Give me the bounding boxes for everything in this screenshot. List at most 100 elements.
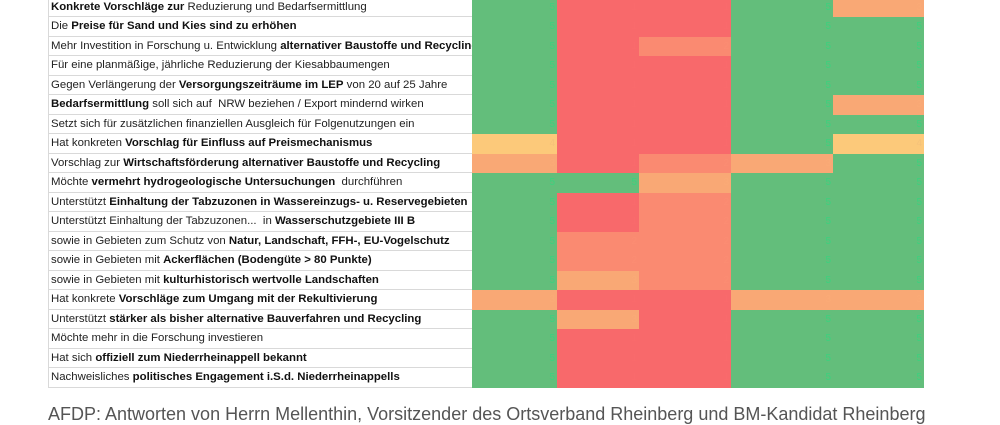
score-cell: 5 xyxy=(731,348,833,368)
table-row: sowie in Gebieten mit Ackerflächen (Bode… xyxy=(48,251,926,271)
criterion-text: Möchte mehr in die Forschung investieren xyxy=(51,332,264,344)
score-cell: 5 xyxy=(833,114,924,134)
score-cell: 5 xyxy=(472,270,557,290)
score-cell: 5 xyxy=(472,0,557,17)
criterion-text: Hat konkreten xyxy=(51,137,126,149)
criterion-label: Für eine planmäßige, jährliche Reduzieru… xyxy=(48,56,472,76)
score-cell: 1 xyxy=(557,56,639,76)
score-cell: 1 xyxy=(557,114,639,134)
score-cell: 2 xyxy=(557,231,639,251)
criterion-label: sowie in Gebieten zum Schutz von Natur, … xyxy=(48,231,472,251)
criterion-label: Gegen Verlängerung der Versorgungszeiträ… xyxy=(48,75,472,95)
criterion-bold-text: Natur, Landschaft, FFH-, EU-Vogelschutz xyxy=(228,234,450,247)
criterion-bold-text: Wirtschaftsförderung alternativer Bausto… xyxy=(123,156,441,169)
criterion-text: soll sich auf NRW beziehen / Export mind… xyxy=(149,98,424,110)
criterion-text: Möchte xyxy=(51,176,92,188)
score-cell: 5 xyxy=(833,251,924,271)
criterion-text: von 20 auf 25 Jahre xyxy=(343,78,448,91)
score-cell: 5 xyxy=(833,56,924,76)
score-cell: 5 xyxy=(731,270,833,290)
criterion-bold-text: Versorgungszeiträume im LEP xyxy=(178,78,344,91)
criterion-label: Konkrete Vorschläge zur Reduzierung und … xyxy=(48,0,472,17)
criterion-bold-text: Preise für Sand und Kies sind zu erhöhen xyxy=(71,20,297,32)
criterion-label: Mehr Investition in Forschung u. Entwick… xyxy=(48,36,472,56)
score-cell: 1 xyxy=(557,17,639,37)
score-cell: 5 xyxy=(731,95,833,115)
criterion-label: Hat konkrete Vorschläge zum Umgang mit d… xyxy=(48,290,472,310)
score-cell: 5 xyxy=(731,192,833,212)
criterion-bold-text: kulturhistorisch wertvolle Landschaften xyxy=(163,273,379,286)
score-cell: 5 xyxy=(472,348,557,368)
score-cell: 1 xyxy=(557,348,639,368)
score-cell: 5 xyxy=(833,173,924,193)
criterion-text: Unterstützt xyxy=(51,195,110,208)
score-cell: 3 xyxy=(833,95,924,115)
score-cell: 1 xyxy=(639,114,731,134)
table-row: Unterstützt stärker als bisher alternati… xyxy=(48,309,926,329)
table-row: Unterstützt Einhaltung der Tabzuzonen...… xyxy=(48,212,926,232)
score-cell: 1 xyxy=(639,134,731,154)
score-cell: 3 xyxy=(731,153,833,173)
criterion-text: Nachweisliches xyxy=(51,371,133,383)
criterion-bold-text: alternativer Baustoffe und Recycling xyxy=(280,39,472,52)
score-cell: 5 xyxy=(833,212,924,232)
criterion-text: Die xyxy=(51,20,72,32)
score-cell: 5 xyxy=(731,173,833,193)
rating-table: Konkrete Vorschläge zur Reduzierung und … xyxy=(48,0,926,388)
table-row: Vorschlag zur Wirtschaftsförderung alter… xyxy=(48,153,926,173)
criterion-bold-text: Konkrete Vorschläge zur xyxy=(51,0,185,13)
criterion-label: Vorschlag zur Wirtschaftsförderung alter… xyxy=(48,153,472,173)
score-cell: 3 xyxy=(639,173,731,193)
score-cell: 5 xyxy=(833,309,924,329)
score-cell: 3 xyxy=(731,290,833,310)
score-cell: 5 xyxy=(833,270,924,290)
criterion-label: Nachweisliches politisches Engagement i.… xyxy=(48,368,472,388)
criterion-text: Gegen Verlängerung der xyxy=(51,78,179,91)
score-cell: 3 xyxy=(833,0,924,17)
table-row: Gegen Verlängerung der Versorgungszeiträ… xyxy=(48,75,926,95)
score-cell: 3 xyxy=(472,153,557,173)
score-cell: 5 xyxy=(472,192,557,212)
table-row: Setzt sich für zusätzlichen finanziellen… xyxy=(48,114,926,134)
criterion-text: Vorschlag zur xyxy=(51,156,124,169)
criterion-bold-text: politisches Engagement i.S.d. Niederrhei… xyxy=(132,371,400,383)
score-cell: 5 xyxy=(472,329,557,349)
score-cell: 1 xyxy=(639,290,731,310)
table-row: Für eine planmäßige, jährliche Reduzieru… xyxy=(48,56,926,76)
score-cell: 1 xyxy=(557,95,639,115)
score-cell: 5 xyxy=(833,329,924,349)
score-cell: 5 xyxy=(833,348,924,368)
score-cell: 1 xyxy=(557,0,639,17)
score-cell: 5 xyxy=(833,36,924,56)
score-cell: 5 xyxy=(833,368,924,388)
criterion-label: sowie in Gebieten mit kulturhistorisch w… xyxy=(48,270,472,290)
criterion-text: Unterstützt xyxy=(51,312,110,325)
score-cell: 1 xyxy=(557,36,639,56)
criterion-label: Unterstützt Einhaltung der Tabzuzonen...… xyxy=(48,212,472,232)
score-cell: 1 xyxy=(557,368,639,388)
score-cell: 2 xyxy=(639,231,731,251)
score-cell: 1 xyxy=(639,368,731,388)
score-cell: 5 xyxy=(472,95,557,115)
score-cell: 5 xyxy=(731,56,833,76)
criterion-bold-text: vermehrt hydrogeologische Untersuchungen xyxy=(91,176,336,188)
score-cell: 5 xyxy=(472,17,557,37)
criterion-label: Unterstützt Einhaltung der Tabzuzonen in… xyxy=(48,192,472,212)
score-cell: 5 xyxy=(833,153,924,173)
score-cell: 5 xyxy=(731,134,833,154)
table-row: Hat konkrete Vorschläge zum Umgang mit d… xyxy=(48,290,926,310)
criterion-text: Hat sich xyxy=(51,351,96,364)
score-cell: 1 xyxy=(557,134,639,154)
score-cell: 5 xyxy=(731,0,833,17)
score-cell: 1 xyxy=(557,290,639,310)
table-row: Möchte vermehrt hydrogeologische Untersu… xyxy=(48,173,926,193)
score-cell: 2 xyxy=(557,251,639,271)
score-cell: 5 xyxy=(472,251,557,271)
criterion-text: Hat konkrete xyxy=(51,293,119,305)
criterion-text: sowie in Gebieten mit xyxy=(51,273,164,286)
score-cell: 2 xyxy=(639,212,731,232)
score-cell: 3 xyxy=(472,290,557,310)
score-cell: 5 xyxy=(472,75,557,95)
criterion-bold-text: Bedarfsermittlung xyxy=(51,98,150,110)
score-cell: 5 xyxy=(472,36,557,56)
